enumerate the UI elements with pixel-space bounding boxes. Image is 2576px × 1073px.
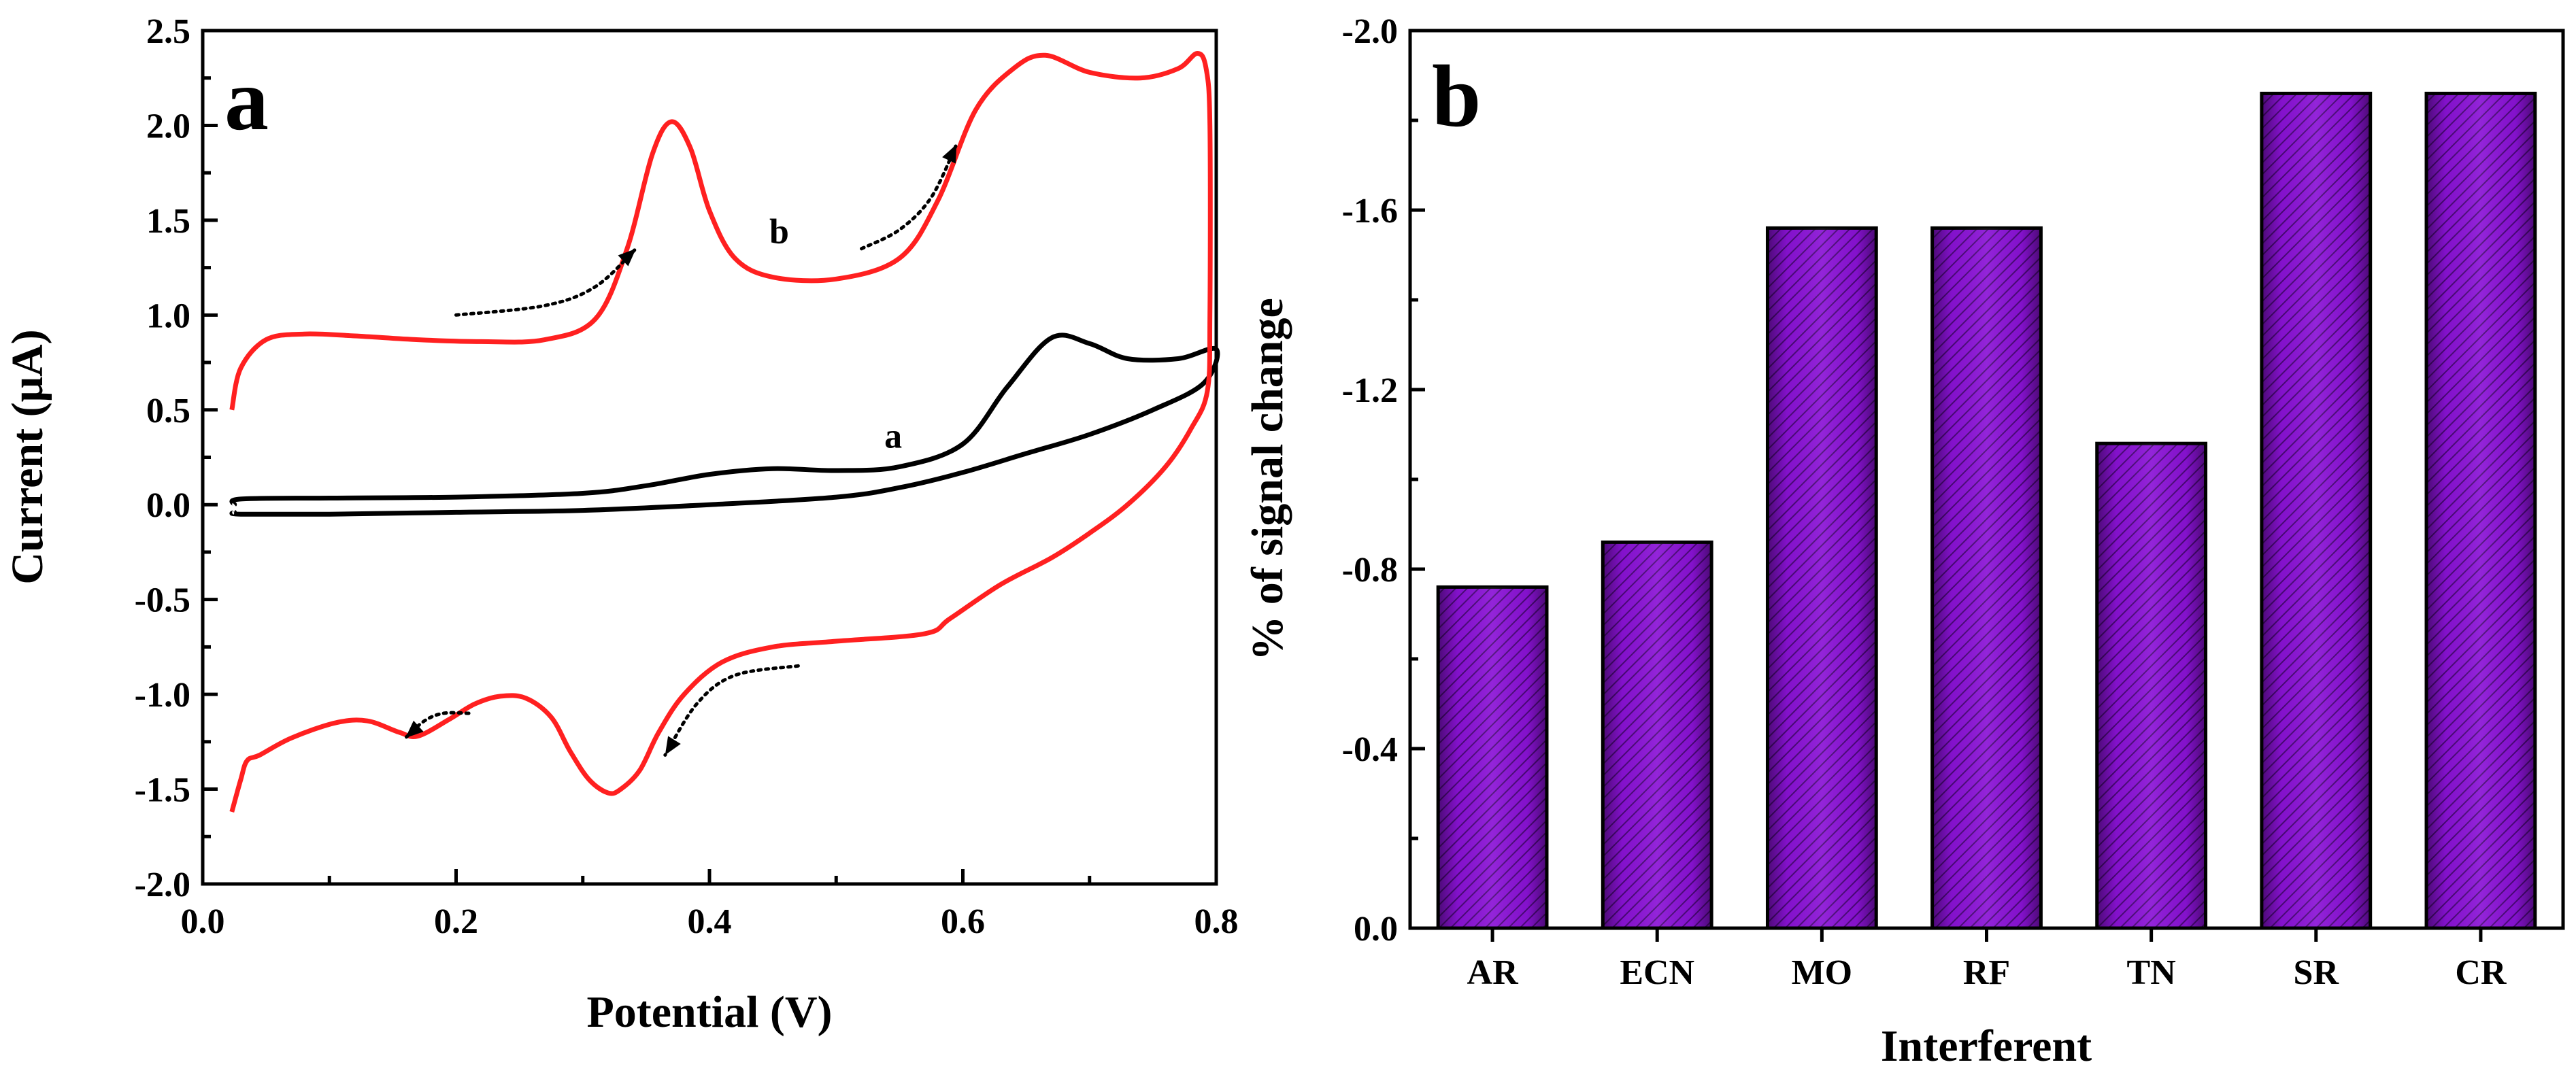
x-tick-label: ECN — [1620, 953, 1694, 992]
bar-TN — [2095, 441, 2208, 930]
bar-RF — [1930, 226, 2043, 930]
panel-a-x-ticks: 0.0 0.2 0.4 0.6 0.8 — [181, 869, 1239, 941]
x-tick-label: 0.6 — [941, 902, 985, 941]
arrow-head — [942, 144, 957, 164]
panel-b-interference-bar-chart: AR ECN MO RF TN SR CR 0.0-0.4-0.8-1.2-1.6-2.0 … — [1243, 12, 2565, 1071]
x-tick-label: MO — [1792, 953, 1853, 992]
x-tick-label: CR — [2455, 953, 2507, 992]
panel-a-y-ticks: -2.0 -1.5 -1.0 -0.5 0.0 0.5 1.0 1.5 2.0 2.5 — [135, 12, 218, 904]
arrow-head — [618, 248, 636, 267]
scan-direction-arrow — [663, 664, 800, 757]
y-tick-label: -1.5 — [135, 771, 190, 810]
y-tick-label: 0.5 — [146, 392, 190, 430]
panel-a-series — [229, 51, 1220, 813]
panel-a-x-axis-title: Potential (V) — [586, 987, 832, 1037]
panel-a-arrows — [403, 142, 958, 757]
y-tick-label: 0.0 — [1354, 910, 1398, 949]
y-tick-label: 1.5 — [146, 202, 190, 241]
x-tick-label: AR — [1467, 953, 1520, 992]
bar-ECN — [1601, 540, 1713, 930]
bar-shade — [2426, 93, 2535, 928]
arrow-head — [405, 720, 424, 738]
x-tick-label: TN — [2127, 953, 2176, 992]
bar-shade — [2096, 443, 2206, 928]
panel-b-x-axis-title: Interferent — [1881, 1021, 2092, 1071]
bar-AR — [1436, 585, 1549, 930]
panel-b-letter: b — [1432, 48, 1481, 146]
panel-b-x-ticks: AR ECN MO RF TN SR CR — [1467, 928, 2507, 992]
scan-direction-arrow — [454, 247, 638, 317]
cv-curve-a — [229, 333, 1220, 517]
panel-b-y-ticks: 0.0 -0.4 -0.8 -1.2 -1.6 -2.0 — [1342, 12, 1425, 949]
panel-a-curve-labels: ab — [769, 212, 902, 456]
bar-shade — [2261, 93, 2371, 928]
x-tick-label: 0.4 — [688, 902, 732, 941]
x-tick-label: SR — [2294, 953, 2340, 992]
y-tick-label: 1.0 — [146, 296, 190, 335]
bar-SR — [2260, 91, 2373, 930]
arrow-head — [665, 736, 681, 755]
y-tick-label: -2.0 — [135, 866, 190, 904]
y-tick-label: -1.6 — [1342, 192, 1398, 231]
curve-label-b: b — [769, 212, 789, 251]
bar-shade — [1767, 228, 1877, 928]
x-tick-label: 0.2 — [434, 902, 478, 941]
y-tick-label: -1.0 — [135, 676, 190, 715]
panel-a-cyclic-voltammogram: 0.0 0.2 0.4 0.6 0.8 -2.0 -1.5 -1.0 -0.5 0.0 0.5 1.… — [3, 12, 1239, 1037]
panel-a-y-axis-title: Current (μA) — [3, 329, 52, 584]
bar-shade — [1603, 542, 1712, 928]
y-tick-label: -0.4 — [1342, 730, 1398, 769]
x-tick-label: 0.0 — [181, 902, 225, 941]
y-tick-label: 2.0 — [146, 107, 190, 146]
y-tick-label: -1.2 — [1342, 371, 1398, 410]
y-tick-label: -0.5 — [135, 581, 190, 620]
y-tick-label: 0.0 — [146, 486, 190, 525]
bar-shade — [1438, 587, 1547, 928]
cv-curve-b — [229, 51, 1213, 813]
panel-a-letter: a — [224, 51, 269, 149]
y-tick-label: -2.0 — [1342, 12, 1398, 51]
panel-b-bars — [1436, 91, 2537, 930]
bar-shade — [1932, 228, 2041, 928]
bar-CR — [2424, 91, 2537, 930]
panel-b-y-axis-title: % of signal change — [1243, 298, 1292, 661]
y-tick-label: 2.5 — [146, 12, 190, 51]
y-tick-label: -0.8 — [1342, 551, 1398, 590]
bar-MO — [1765, 226, 1878, 930]
x-tick-label: 0.8 — [1194, 902, 1239, 941]
curve-label-a: a — [884, 418, 902, 456]
panel-a-frame — [201, 29, 1218, 886]
scan-direction-arrow — [860, 142, 958, 251]
x-tick-label: RF — [1963, 953, 2010, 992]
